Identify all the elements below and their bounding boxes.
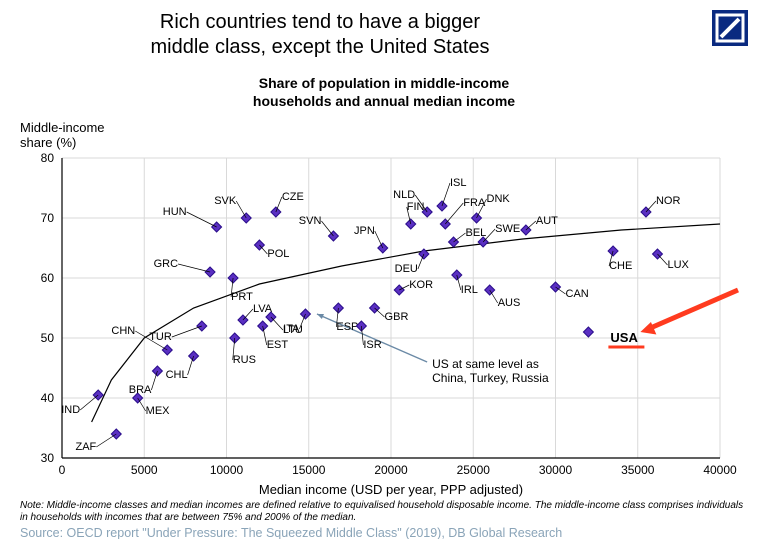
point-label: DEU [395, 263, 418, 275]
point-label: FIN [407, 201, 425, 213]
svg-text:50: 50 [41, 331, 55, 345]
point-label: IRL [461, 284, 478, 296]
svg-text:80: 80 [41, 151, 55, 165]
svg-text:China, Turkey, Russia: China, Turkey, Russia [432, 371, 549, 385]
point-label: LUX [667, 259, 689, 271]
svg-text:15000: 15000 [292, 463, 326, 477]
chart-source: Source: OECD report "Under Pressure: The… [20, 526, 562, 539]
svg-text:Median income (USD per year, P: Median income (USD per year, PPP adjuste… [259, 482, 523, 497]
point-label: BRA [129, 384, 152, 396]
chart-note: Note: Middle-income classes and median i… [20, 500, 750, 524]
point-label: AUS [498, 297, 521, 309]
point-label: GRC [154, 258, 179, 270]
svg-text:10000: 10000 [210, 463, 244, 477]
data-point [583, 327, 593, 337]
usa-arrow [650, 290, 738, 328]
point-label: KOR [409, 279, 433, 291]
svg-text:35000: 35000 [621, 463, 655, 477]
svg-text:30000: 30000 [539, 463, 573, 477]
svg-text:20000: 20000 [374, 463, 408, 477]
point-label: CAN [566, 288, 589, 300]
point-label: NLD [393, 189, 415, 201]
svg-text:US at same level as: US at same level as [432, 357, 539, 371]
svg-text:0: 0 [59, 463, 66, 477]
point-label: SVN [299, 215, 322, 227]
svg-text:70: 70 [41, 211, 55, 225]
point-label: RUS [233, 354, 256, 366]
point-label: LTU [283, 324, 303, 336]
point-label: CHL [166, 369, 188, 381]
point-label: IND [61, 404, 80, 416]
svg-text:40000: 40000 [703, 463, 737, 477]
point-label: CZE [282, 191, 304, 203]
scatter-plot: 30 40 50 60 70 80 0 5000 10000 15000 20000 25000 300… [0, 0, 768, 539]
point-label: EST [267, 339, 289, 351]
point-label: CHE [609, 260, 632, 272]
point-label: SVK [214, 195, 237, 207]
point-label: MEX [146, 405, 171, 417]
point-label: JPN [354, 225, 375, 237]
point-label: NOR [656, 195, 681, 207]
point-label: POL [267, 248, 289, 260]
svg-text:40: 40 [41, 391, 55, 405]
svg-text:5000: 5000 [131, 463, 158, 477]
point-label: ITA [283, 323, 300, 335]
point-label: ZAF [76, 441, 97, 453]
point-label: ISL [450, 177, 467, 189]
svg-text:30: 30 [41, 451, 55, 465]
point-label: GBR [385, 311, 409, 323]
point-label: DNK [487, 193, 511, 205]
svg-text:60: 60 [41, 271, 55, 285]
point-label: USA [610, 330, 638, 345]
point-label: HUN [163, 206, 187, 218]
point-label: CHN [111, 325, 135, 337]
point-label: SWE [495, 223, 520, 235]
svg-text:25000: 25000 [457, 463, 491, 477]
point-label: AUT [536, 215, 558, 227]
